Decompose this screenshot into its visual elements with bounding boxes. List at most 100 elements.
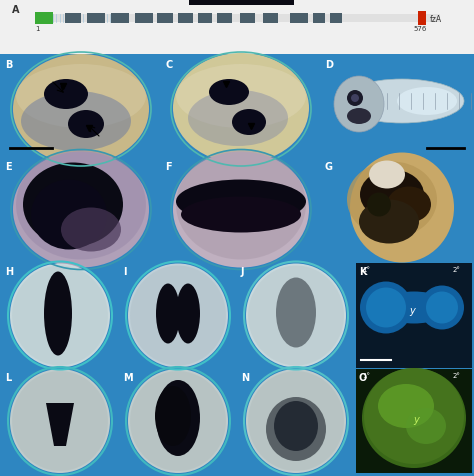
- Ellipse shape: [379, 292, 449, 324]
- Ellipse shape: [10, 264, 110, 368]
- Ellipse shape: [387, 187, 431, 223]
- Ellipse shape: [209, 80, 249, 106]
- Bar: [0, 0, 474, 55]
- Bar: [120, 263, 236, 368]
- Ellipse shape: [13, 55, 149, 165]
- Bar: [178, 14, 193, 24]
- Text: K: K: [359, 267, 366, 277]
- Ellipse shape: [176, 65, 306, 129]
- Text: 1°: 1°: [362, 267, 370, 272]
- Ellipse shape: [359, 200, 419, 244]
- Ellipse shape: [340, 80, 464, 124]
- Bar: [356, 369, 472, 473]
- Ellipse shape: [248, 266, 344, 366]
- Ellipse shape: [68, 111, 104, 139]
- Ellipse shape: [130, 371, 226, 471]
- Ellipse shape: [13, 152, 149, 268]
- Ellipse shape: [10, 369, 110, 473]
- Text: H: H: [5, 267, 13, 277]
- Ellipse shape: [173, 54, 309, 164]
- Text: 576: 576: [413, 26, 427, 32]
- Ellipse shape: [173, 152, 309, 268]
- Bar: [2, 159, 160, 261]
- Ellipse shape: [406, 408, 446, 444]
- Ellipse shape: [23, 163, 123, 247]
- Bar: [162, 57, 320, 157]
- Text: D: D: [325, 60, 333, 70]
- Text: y: y: [409, 306, 415, 316]
- Bar: [330, 14, 342, 24]
- Ellipse shape: [21, 92, 131, 152]
- Circle shape: [360, 282, 412, 334]
- Ellipse shape: [248, 371, 344, 471]
- Ellipse shape: [397, 88, 457, 116]
- Ellipse shape: [266, 397, 326, 461]
- Bar: [111, 14, 129, 24]
- Bar: [35, 13, 53, 25]
- Bar: [322, 57, 472, 157]
- Text: O: O: [359, 372, 367, 382]
- Ellipse shape: [155, 386, 191, 446]
- Ellipse shape: [369, 161, 405, 189]
- Bar: [189, 0, 294, 6]
- Text: B: B: [5, 60, 12, 70]
- Circle shape: [351, 95, 359, 103]
- Bar: [313, 14, 325, 24]
- Ellipse shape: [276, 278, 316, 348]
- Bar: [322, 159, 472, 261]
- Text: C: C: [165, 60, 172, 70]
- Polygon shape: [46, 403, 74, 446]
- Ellipse shape: [44, 272, 72, 356]
- Ellipse shape: [232, 110, 266, 136]
- Ellipse shape: [12, 266, 108, 366]
- Ellipse shape: [12, 371, 108, 471]
- Ellipse shape: [362, 368, 466, 468]
- Bar: [157, 14, 173, 24]
- Bar: [120, 369, 236, 473]
- Ellipse shape: [360, 170, 424, 220]
- Circle shape: [366, 288, 406, 328]
- Text: M: M: [123, 372, 133, 382]
- Ellipse shape: [188, 91, 288, 147]
- Text: G: G: [325, 162, 333, 172]
- Ellipse shape: [181, 197, 301, 233]
- Ellipse shape: [176, 150, 306, 260]
- Bar: [2, 263, 118, 368]
- Ellipse shape: [246, 264, 346, 368]
- Ellipse shape: [334, 77, 384, 133]
- Ellipse shape: [246, 369, 346, 473]
- Ellipse shape: [156, 380, 200, 456]
- Bar: [2, 369, 118, 473]
- Ellipse shape: [347, 109, 371, 125]
- Text: 1: 1: [35, 26, 39, 32]
- Bar: [418, 12, 426, 26]
- Text: 1°: 1°: [362, 372, 370, 378]
- Text: J: J: [241, 267, 245, 277]
- Ellipse shape: [378, 384, 434, 428]
- Text: E: E: [5, 162, 12, 172]
- Text: L: L: [5, 372, 11, 382]
- Circle shape: [367, 193, 391, 217]
- Ellipse shape: [347, 162, 437, 238]
- Bar: [162, 159, 320, 261]
- Ellipse shape: [176, 180, 306, 224]
- Text: I: I: [123, 267, 127, 277]
- Text: F: F: [165, 162, 172, 172]
- Bar: [198, 14, 212, 24]
- Bar: [65, 14, 81, 24]
- Bar: [290, 14, 308, 24]
- Circle shape: [347, 91, 363, 107]
- Text: A: A: [12, 5, 19, 15]
- Ellipse shape: [31, 180, 107, 250]
- Bar: [35, 15, 440, 23]
- Bar: [238, 369, 354, 473]
- Ellipse shape: [176, 284, 200, 344]
- Bar: [135, 14, 153, 24]
- Bar: [240, 14, 255, 24]
- Bar: [87, 14, 105, 24]
- Ellipse shape: [364, 368, 464, 464]
- Ellipse shape: [274, 401, 318, 451]
- Ellipse shape: [16, 65, 146, 129]
- Bar: [263, 14, 278, 24]
- Text: 2°: 2°: [452, 267, 460, 272]
